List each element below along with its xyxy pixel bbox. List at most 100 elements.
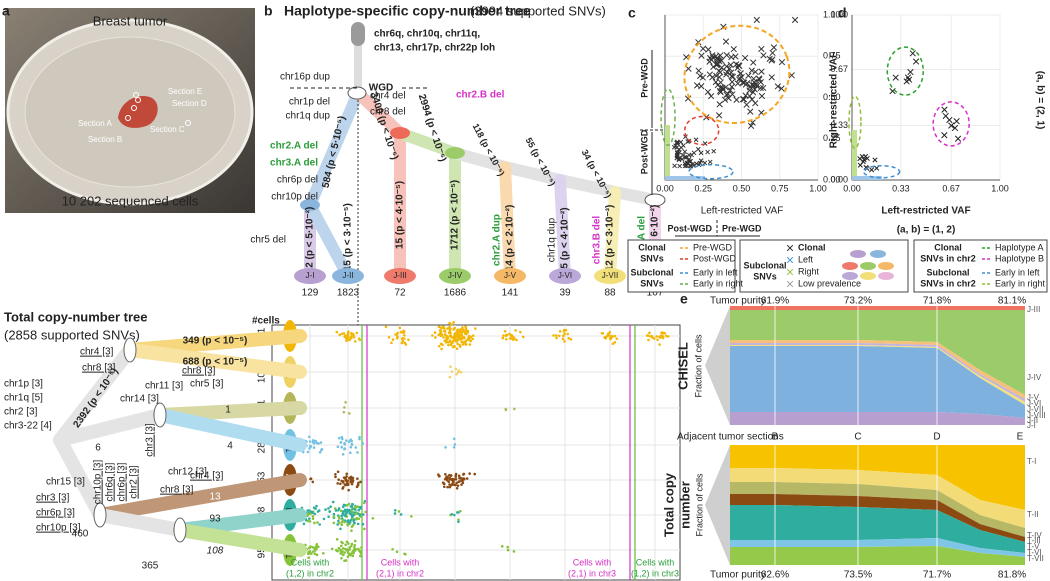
legend-item: Early in left — [995, 267, 1040, 277]
leaf-cells: 72 — [394, 288, 406, 299]
note: Cells with — [636, 557, 675, 567]
snv-marker — [714, 81, 721, 89]
low-prevalence — [665, 125, 670, 180]
method-label: Total copy — [661, 472, 676, 537]
cell-dot — [348, 451, 352, 455]
clone-label: T-III — [1027, 536, 1041, 545]
cell-dot — [387, 335, 391, 339]
legend-item: Clonal — [798, 242, 826, 252]
legend-item: Haplotype B — [995, 253, 1044, 263]
cell-dot — [449, 365, 452, 368]
tree-branch — [499, 161, 516, 282]
cell-dot — [341, 547, 345, 550]
legend-item: Early in left — [693, 267, 738, 277]
tree-node — [93, 502, 107, 528]
snv-marker — [892, 74, 899, 81]
cell-dot — [446, 485, 449, 489]
legend-group: Clonal — [638, 242, 666, 252]
snv-marker — [758, 92, 766, 100]
snv-marker — [726, 65, 733, 72]
clone-label: J-VIII — [1027, 411, 1046, 420]
cell-dot — [458, 335, 461, 338]
cell-dot — [337, 515, 341, 519]
cell-dot — [356, 512, 360, 515]
snv-marker — [723, 71, 730, 78]
support-label: 584 (p < 5·10⁻⁵) — [320, 115, 347, 189]
y-tick-label: 1.00 — [823, 9, 841, 19]
y-tick-label: 0.67 — [830, 64, 848, 74]
legend-swatch — [870, 250, 886, 258]
cell-dot — [469, 339, 473, 343]
cell-dot — [347, 440, 351, 444]
snv-marker — [728, 83, 736, 90]
snv-marker — [698, 52, 705, 59]
cell-dot — [440, 347, 443, 351]
cell-dot — [513, 407, 516, 411]
snv-marker — [695, 146, 701, 152]
legend-item: Left — [798, 254, 814, 264]
event-label: chr11 [3] — [145, 381, 183, 392]
cell-dot — [328, 510, 331, 513]
cell-dot — [442, 485, 446, 489]
cell-dot — [652, 337, 656, 340]
cell-dot — [464, 339, 468, 343]
stream-band — [730, 445, 1025, 510]
cell-dot — [561, 337, 565, 341]
cell-dot — [343, 443, 347, 446]
cell-dot — [353, 521, 356, 525]
cell-dot — [335, 330, 339, 334]
x-tick-label: 1.00 — [991, 183, 1009, 193]
cell-dot — [455, 347, 459, 350]
cell-dot — [452, 344, 456, 348]
cell-dot — [458, 480, 461, 483]
snv-marker — [711, 148, 717, 154]
cell-dot — [346, 548, 349, 551]
clone-label: T-V — [1027, 542, 1040, 551]
snv-marker — [739, 96, 747, 103]
cell-dot — [337, 546, 341, 550]
cell-dot — [341, 486, 345, 489]
tree-title: Total copy-number tree — [4, 309, 148, 324]
cell-dot — [555, 336, 558, 340]
snv-marker — [869, 167, 875, 173]
cell-dot — [346, 550, 350, 554]
cell-dot — [502, 334, 505, 337]
snv-marker — [715, 67, 723, 75]
cell-dot — [450, 512, 454, 516]
x-tick-label: 0.75 — [771, 183, 789, 193]
support-label: 118 (p < 10⁻⁵) — [471, 122, 507, 178]
cell-dot — [356, 477, 359, 480]
cell-dot — [332, 521, 336, 525]
snv-marker — [786, 256, 794, 264]
cell-dot — [307, 519, 310, 523]
cell-dot — [468, 343, 472, 346]
panel-title: Haplotype-specific copy-number tree — [284, 3, 531, 19]
snv-marker — [672, 163, 677, 169]
cell-dot — [455, 329, 459, 333]
snv-marker — [749, 89, 757, 96]
cell-dot — [312, 441, 316, 445]
x-tick-label: 0.33 — [892, 183, 910, 193]
event-label: chr5 del — [250, 235, 286, 246]
event-label: chr10p del — [271, 192, 318, 203]
snv-marker — [770, 44, 778, 51]
cell-dot — [464, 325, 467, 328]
leaf-cells: 39 — [559, 288, 571, 299]
cell-dot — [454, 367, 458, 371]
cell-dot — [346, 503, 349, 507]
clone-label: J-III — [1027, 305, 1040, 314]
snv-marker — [786, 244, 794, 252]
cell-dot — [463, 477, 466, 481]
section-marker — [185, 120, 191, 126]
snv-marker — [954, 135, 962, 142]
cell-dot — [346, 482, 349, 485]
cell-dot — [567, 337, 570, 340]
cell-dot — [506, 545, 509, 549]
row-cells: 286 — [257, 436, 268, 453]
snv-marker — [753, 16, 760, 24]
cell-dot — [452, 437, 456, 441]
snv-marker — [699, 45, 707, 52]
clone-label: T-VII — [1027, 554, 1044, 563]
snv-marker — [719, 86, 726, 93]
